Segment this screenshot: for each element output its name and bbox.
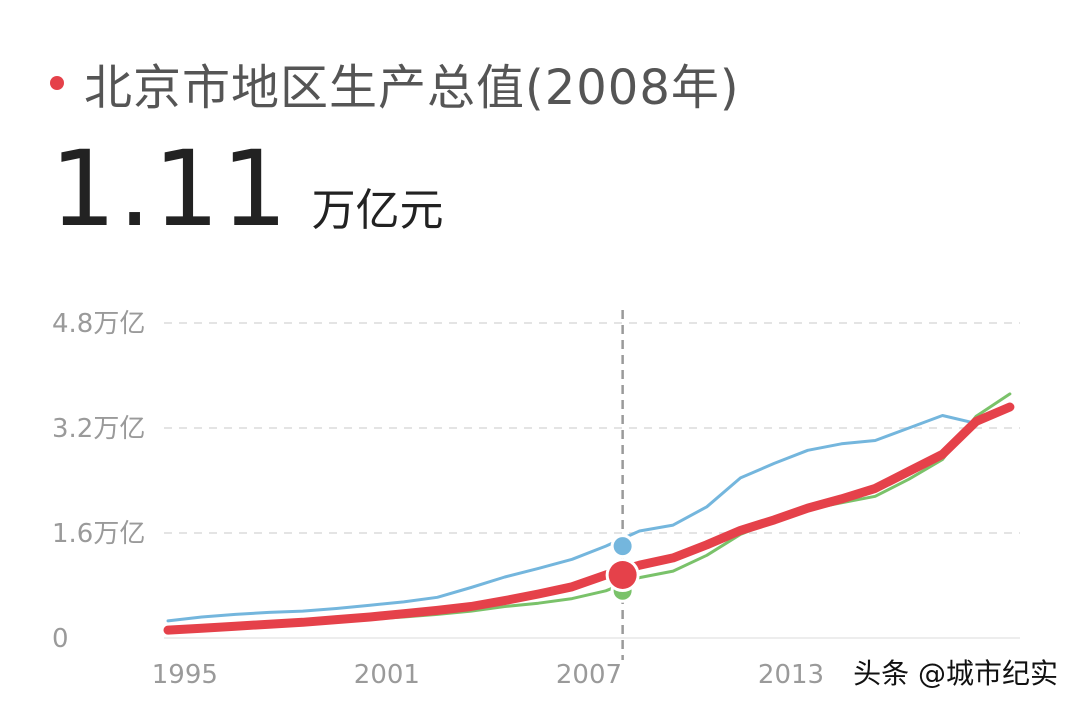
x-tick-label: 2013: [758, 660, 824, 690]
watermark: 头条 @城市纪实: [853, 657, 1058, 690]
x-tick-label: 1995: [152, 660, 218, 690]
y-tick-label: 4.8万亿: [52, 309, 145, 339]
y-tick-label: 0: [52, 624, 69, 654]
headline-value: 1.11: [50, 128, 290, 250]
y-tick-label: 3.2万亿: [52, 414, 145, 444]
x-tick-label: 2001: [354, 660, 420, 690]
series-line-2: [166, 392, 1012, 633]
highlight-point-1: [613, 537, 632, 556]
highlight-point-3: [608, 561, 637, 589]
series-line-1: [166, 414, 978, 623]
headline-value-group: 1.11 万亿元: [50, 128, 444, 250]
y-tick-label: 1.6万亿: [52, 519, 145, 549]
x-tick-label: 2007: [556, 660, 622, 690]
headline-unit: 万亿元: [311, 185, 444, 236]
chart-header: 北京市地区生产总值(2008年): [50, 48, 740, 118]
series-color-dot: [50, 76, 64, 90]
series-line-3: [163, 402, 1015, 635]
chart-title: 北京市地区生产总值(2008年): [84, 60, 740, 116]
